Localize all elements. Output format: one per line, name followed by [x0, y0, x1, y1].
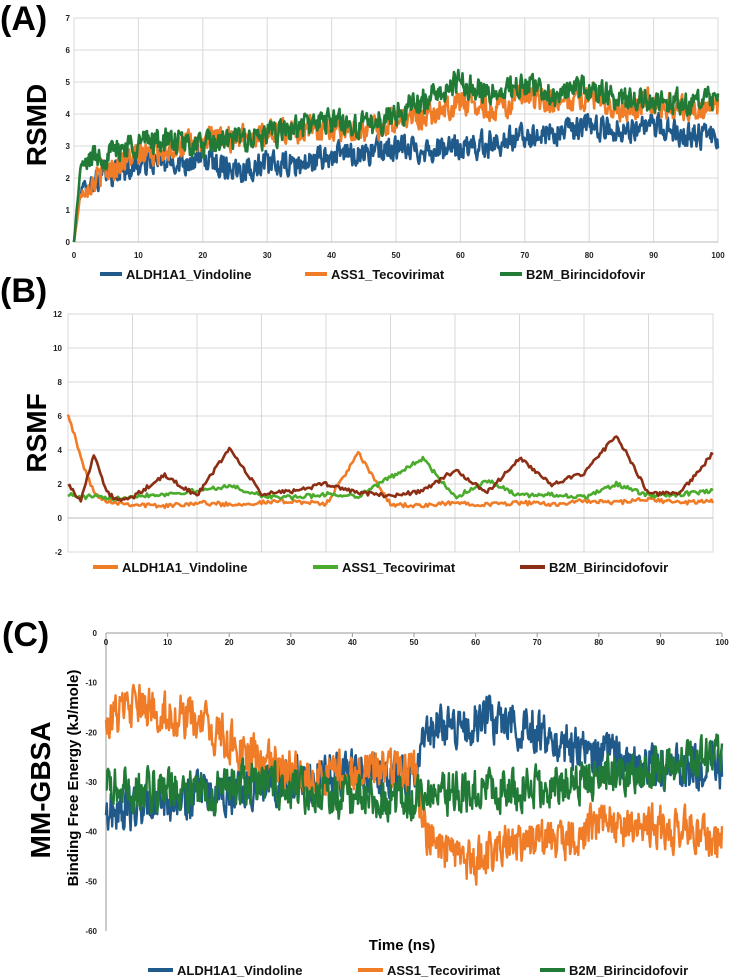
x-tick-label: 10: [134, 251, 143, 260]
legend-label-c2: B2M_Birincidofovir: [569, 963, 688, 978]
series-line-ass1-tecovirimat: [72, 81, 720, 243]
x-tick-label: 20: [198, 251, 207, 260]
y-tick-label: 7: [66, 14, 71, 23]
y-tick-label: -2: [55, 548, 63, 557]
y-tick-label: 0: [93, 629, 98, 638]
y-tick-label: 0: [66, 238, 71, 247]
y-tick-label: 4: [66, 110, 71, 119]
x-tick-label: 70: [520, 251, 529, 260]
y-tick-label: -10: [85, 679, 97, 688]
y-tick-label: 8: [58, 378, 63, 387]
y-tick-label: -60: [85, 927, 97, 936]
x-tick-label: 30: [263, 251, 272, 260]
panel-a-rmsd-chart: (A) RSMD 0 1 2 3 4 5 6 7 0 10 20 30 40 50 60 70 80 90 100…: [0, 0, 725, 282]
x-tick-label: 50: [392, 251, 401, 260]
x-tick-label: 60: [456, 251, 465, 260]
panel-c-series: [104, 683, 724, 886]
x-tick-label: 60: [471, 638, 480, 647]
series-line-ass1-tecovirimat: [67, 455, 714, 502]
x-tick-label: 40: [327, 251, 336, 260]
panel-c-mmgbsa-chart: (C) MM-GBSA Binding Free Energy (kJ/mole…: [2, 616, 729, 978]
y-tick-label: -20: [85, 728, 97, 737]
series-line-b2m-birincidofovir: [67, 435, 714, 503]
y-tick-label: 5: [66, 78, 71, 87]
panel-c-label: (C): [2, 616, 49, 654]
panel-c-y-ticks: 0 -10 -20 -30 -40 -50 -60: [85, 629, 97, 936]
panel-c-y-axis-label: Binding Free Energy (kJ/mole): [65, 670, 82, 887]
series-line-aldh1a1-vindoline: [66, 414, 715, 510]
legend-label-b2: B2M_Birincidofovir: [549, 560, 668, 575]
x-tick-label: 90: [649, 251, 658, 260]
legend-label-a1: ASS1_Tecovirimat: [331, 267, 445, 282]
panel-b-y-title: RSMF: [21, 393, 52, 472]
panel-a-label: (A): [0, 0, 47, 38]
y-tick-label: 10: [53, 344, 62, 353]
legend-label-c1: ASS1_Tecovirimat: [387, 963, 501, 978]
panel-c-x-ticks: 0 10 20 30 40 50 60 70 80 90 100: [104, 638, 729, 647]
panel-b-legend: ALDH1A1_Vindoline ASS1_Tecovirimat B2M_B…: [93, 560, 668, 575]
legend-label-b1: ASS1_Tecovirimat: [342, 560, 456, 575]
legend-label-b0: ALDH1A1_Vindoline: [122, 560, 247, 575]
panel-a-legend: ALDH1A1_Vindoline ASS1_Tecovirimat B2M_B…: [100, 267, 645, 282]
x-tick-label: 90: [656, 638, 665, 647]
panel-c-legend: ALDH1A1_Vindoline ASS1_Tecovirimat B2M_B…: [148, 963, 688, 978]
panel-b-gridlines: [67, 313, 714, 553]
x-tick-label: 0: [72, 251, 77, 260]
y-tick-label: 2: [66, 174, 71, 183]
x-tick-label: 80: [585, 251, 594, 260]
panel-a-series: [72, 68, 720, 243]
panel-c-y-title: MM-GBSA: [25, 722, 56, 859]
x-tick-label: 10: [163, 638, 172, 647]
y-tick-label: 0: [58, 514, 63, 523]
panel-a-x-ticks: 0 10 20 30 40 50 60 70 80 90 100: [72, 251, 725, 260]
y-tick-label: 4: [58, 446, 63, 455]
x-tick-label: 40: [348, 638, 357, 647]
x-tick-label: 30: [286, 638, 295, 647]
x-tick-label: 50: [410, 638, 419, 647]
series-line-aldh1a1-vindoline: [72, 111, 720, 243]
x-tick-label: 0: [104, 638, 109, 647]
panel-b-label: (B): [0, 272, 47, 310]
y-tick-label: 1: [66, 206, 71, 215]
panel-c-x-axis-label: Time (ns): [369, 937, 435, 954]
panel-a-y-ticks: 0 1 2 3 4 5 6 7: [66, 14, 71, 247]
x-tick-label: 20: [225, 638, 234, 647]
legend-label-a2: B2M_Birincidofovir: [526, 267, 645, 282]
series-line-ass1-tecovirimat: [104, 683, 724, 886]
x-tick-label: 100: [711, 251, 725, 260]
y-tick-label: -40: [85, 828, 97, 837]
y-tick-label: -30: [85, 778, 97, 787]
y-tick-label: -50: [85, 877, 97, 886]
y-tick-label: 6: [66, 46, 71, 55]
legend-label-a0: ALDH1A1_Vindoline: [126, 267, 251, 282]
series-line-b2m-birincidofovir: [72, 68, 720, 243]
x-tick-label: 100: [715, 638, 729, 647]
panel-a-y-title: RSMD: [21, 84, 52, 166]
panel-b-series: [66, 414, 715, 510]
y-tick-label: 2: [58, 480, 63, 489]
series-line-b2m-birincidofovir: [105, 733, 724, 823]
y-tick-label: 6: [58, 412, 63, 421]
legend-label-c0: ALDH1A1_Vindoline: [177, 963, 302, 978]
x-tick-label: 80: [594, 638, 603, 647]
panel-b-rmsf-chart: (B) RSMF -2 0 2 4 6 8 10 12 ALDH1A1_Vindoline A…: [0, 272, 715, 575]
y-tick-label: 12: [53, 310, 62, 319]
x-tick-label: 70: [533, 638, 542, 647]
panel-b-y-ticks: -2 0 2 4 6 8 10 12: [53, 310, 62, 557]
y-tick-label: 3: [66, 142, 71, 151]
